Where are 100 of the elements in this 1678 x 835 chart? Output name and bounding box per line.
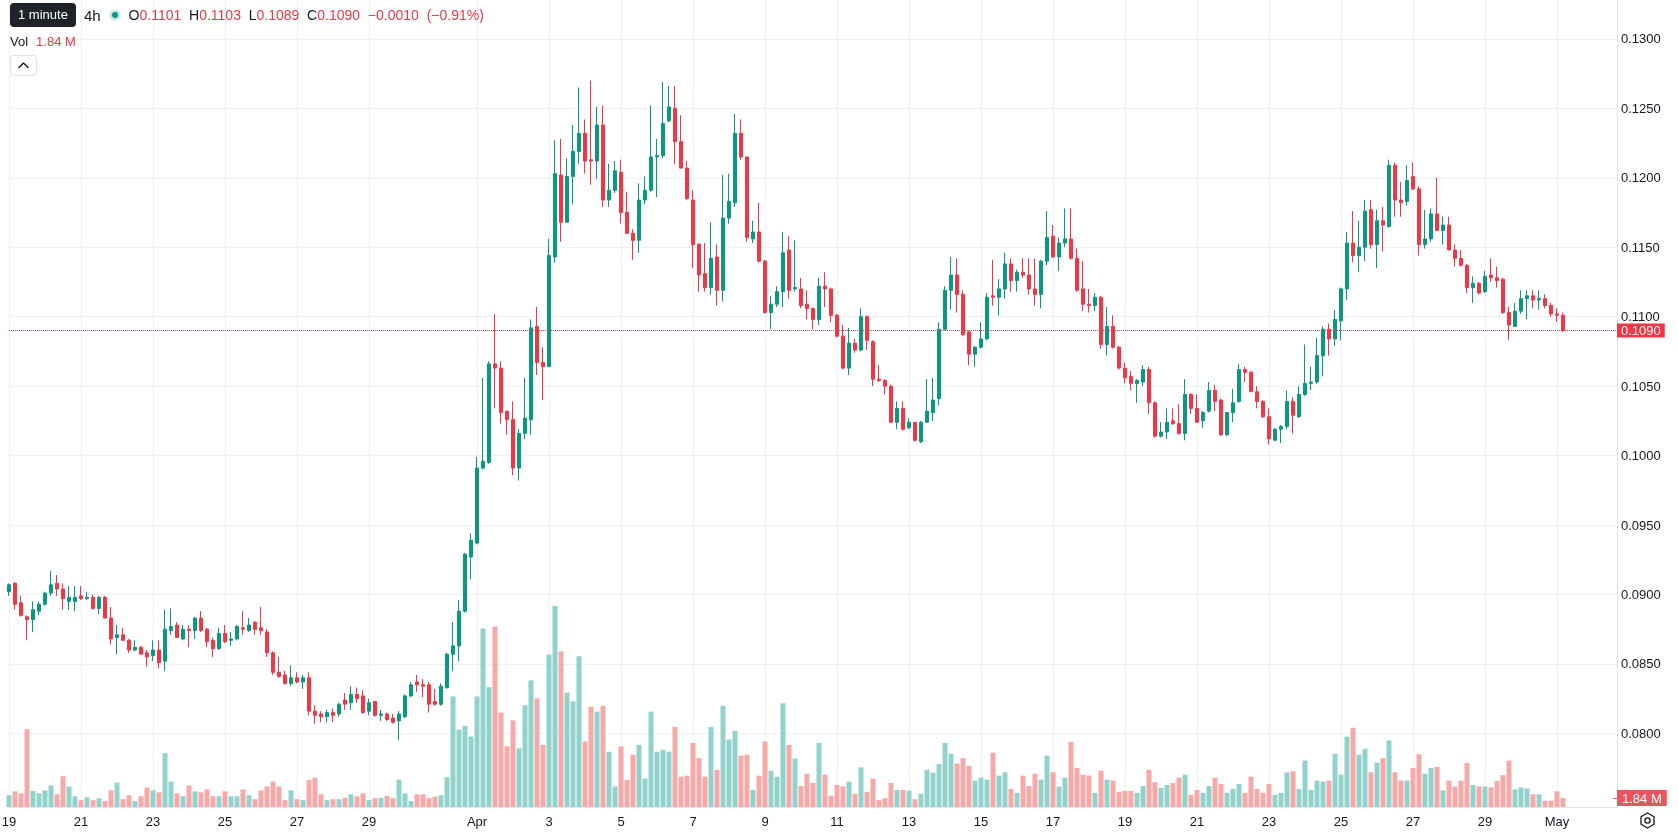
- x-tick-label: 9: [761, 814, 769, 829]
- candlestick: [733, 113, 737, 208]
- candlestick: [577, 87, 581, 165]
- candlestick: [1357, 220, 1361, 273]
- bar: [222, 791, 228, 807]
- x-tick-label: 21: [1189, 814, 1205, 829]
- bar: [990, 752, 996, 807]
- candlestick: [433, 688, 437, 707]
- candlestick: [499, 360, 503, 425]
- candlestick: [163, 609, 167, 672]
- bar: [336, 799, 342, 807]
- candlestick: [1447, 216, 1451, 251]
- candlestick: [25, 614, 29, 641]
- candlestick: [277, 656, 281, 679]
- bar: [246, 795, 252, 807]
- candlestick: [979, 321, 983, 350]
- candlestick: [613, 160, 617, 194]
- candlestick: [139, 645, 143, 655]
- candlestick: [1321, 325, 1325, 377]
- candlestick: [1423, 209, 1427, 250]
- candlestick: [409, 681, 413, 698]
- bar: [594, 711, 600, 807]
- candlestick: [571, 124, 575, 205]
- bar: [1536, 794, 1542, 807]
- candlestick: [517, 428, 521, 482]
- candlestick: [1255, 385, 1259, 409]
- candlestick: [31, 600, 35, 633]
- bar: [96, 798, 102, 807]
- x-tick-label: Apr: [466, 814, 488, 829]
- x-tick-label: 13: [901, 814, 917, 829]
- candlestick: [337, 702, 341, 718]
- candlestick: [1441, 216, 1445, 245]
- bar: [558, 651, 564, 807]
- bar: [1530, 794, 1536, 807]
- x-tick-label: 3: [545, 814, 553, 829]
- candlestick: [751, 220, 755, 244]
- bar: [366, 800, 372, 807]
- candlestick: [649, 105, 653, 193]
- candlestick: [55, 574, 59, 597]
- candlestick: [1429, 207, 1433, 243]
- candlestick: [829, 287, 833, 323]
- candlestick: [1495, 266, 1499, 289]
- candlestick: [1057, 237, 1061, 272]
- bar: [1050, 772, 1056, 807]
- y-tick-label: 0.1100: [1621, 309, 1660, 325]
- candlestick: [925, 378, 929, 423]
- candlestick: [703, 242, 707, 293]
- candlestick: [1231, 388, 1235, 423]
- candlestick: [103, 595, 107, 619]
- candlestick: [601, 105, 605, 208]
- candlestick: [1381, 206, 1385, 252]
- x-tick-label: 25: [1333, 814, 1349, 829]
- bar: [90, 800, 96, 807]
- candlestick: [1009, 257, 1013, 293]
- bar: [372, 798, 378, 807]
- bar: [912, 799, 918, 807]
- candlestick: [1249, 370, 1253, 393]
- candlestick: [307, 671, 311, 716]
- candlestick: [1261, 399, 1265, 419]
- y-tick-label: 0.0950: [1621, 517, 1661, 533]
- bar: [900, 789, 906, 807]
- candlestick: [565, 157, 569, 223]
- candlestick: [583, 118, 587, 175]
- x-tick-label: 23: [145, 814, 161, 829]
- candlestick: [1039, 259, 1043, 309]
- candlestick: [265, 628, 269, 658]
- candlestick: [19, 595, 23, 618]
- candlestick: [1405, 164, 1409, 207]
- candlestick: [187, 624, 191, 648]
- candlestick: [667, 85, 671, 123]
- candlestick: [421, 678, 425, 698]
- candlestick: [1087, 288, 1091, 314]
- candlestick: [1471, 275, 1475, 304]
- bar: [240, 789, 246, 807]
- candlestick: [1483, 270, 1487, 294]
- candlestick: [799, 277, 803, 309]
- x-tick-label: 17: [1045, 814, 1061, 829]
- bar: [792, 758, 798, 807]
- candlestick: [133, 639, 137, 652]
- candlestick: [115, 624, 119, 655]
- x-tick-label: 25: [217, 814, 233, 829]
- bar: [132, 801, 138, 807]
- candlestick: [685, 160, 689, 201]
- bar: [708, 726, 714, 807]
- bar: [156, 792, 162, 807]
- bar: [84, 797, 90, 807]
- bar: [750, 789, 756, 807]
- annotation: 1.84 M: [36, 33, 76, 49]
- bar: [894, 789, 900, 807]
- candlestick: [1315, 337, 1319, 384]
- bar: [1098, 770, 1104, 807]
- candlestick: [655, 138, 659, 198]
- candlestick: [673, 85, 677, 165]
- bar: [1434, 766, 1440, 807]
- bar: [114, 782, 120, 807]
- candlestick: [7, 582, 11, 597]
- bar: [1014, 792, 1020, 807]
- bar: [174, 793, 180, 807]
- candlestick: [1243, 366, 1247, 383]
- x-tick-label: 15: [973, 814, 989, 829]
